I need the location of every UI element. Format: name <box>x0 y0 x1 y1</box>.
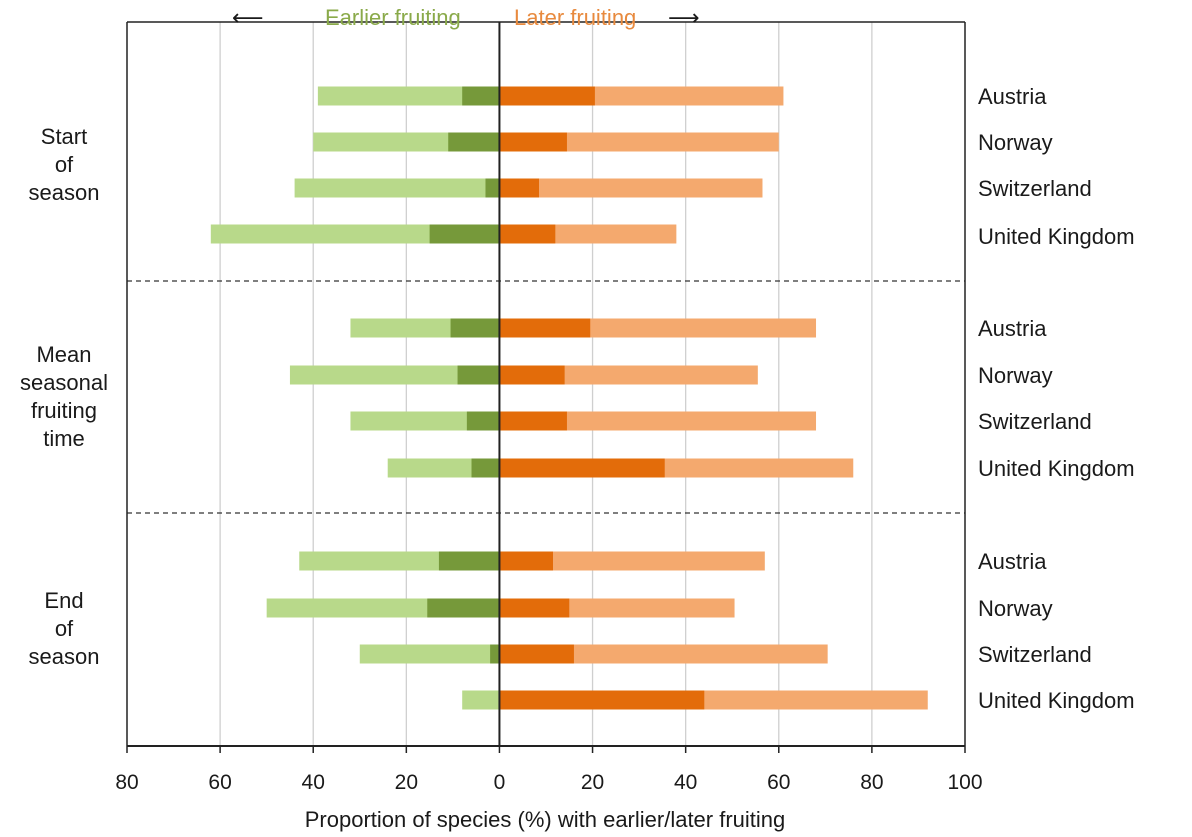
right-arrow-icon: ⟶ <box>668 5 700 30</box>
country-label: Switzerland <box>978 176 1092 201</box>
bar-later-significant <box>499 132 567 152</box>
bar-later-significant <box>499 411 567 431</box>
bar-later-significant <box>499 644 574 664</box>
bar-earlier-total <box>350 411 500 431</box>
bar-earlier-total <box>359 644 500 664</box>
country-label: Austria <box>978 549 1047 574</box>
x-tick-label: 40 <box>674 771 697 794</box>
bar-earlier-significant <box>485 178 500 198</box>
bar-later-significant <box>499 224 556 244</box>
bar-earlier-significant <box>457 365 500 385</box>
bar-later-total <box>499 132 779 152</box>
bar-later-significant <box>499 318 591 338</box>
country-label: Switzerland <box>978 409 1092 434</box>
left-arrow-icon: ⟵ <box>232 5 264 30</box>
country-label: United Kingdom <box>978 224 1135 249</box>
x-tick-label: 20 <box>581 771 604 794</box>
bar-earlier-significant <box>438 551 500 571</box>
x-tick-label: 20 <box>395 771 418 794</box>
bar-earlier-significant <box>427 598 500 618</box>
country-label: Switzerland <box>978 642 1092 667</box>
country-label: Norway <box>978 363 1053 388</box>
bar-later-total <box>499 551 765 571</box>
country-label: Norway <box>978 130 1053 155</box>
country-label: Austria <box>978 316 1047 341</box>
bar-earlier-total <box>289 365 500 385</box>
x-tick-label: 80 <box>115 771 138 794</box>
bar-later-significant <box>499 551 553 571</box>
bar-later-significant <box>499 458 665 478</box>
bar-later-significant <box>499 178 540 198</box>
bar-earlier-significant <box>466 411 500 431</box>
bar-earlier-significant <box>471 458 500 478</box>
bar-earlier-total <box>317 86 500 106</box>
bar-later-significant <box>499 365 565 385</box>
later-fruiting-label: Later fruiting <box>514 5 637 30</box>
bar-later-total <box>499 178 763 198</box>
bar-earlier-total <box>210 224 500 244</box>
x-tick-label: 80 <box>860 771 883 794</box>
x-tick-label: 100 <box>947 771 982 794</box>
group-label-mean: Mean seasonal fruiting time <box>19 342 109 451</box>
group-label-start: Start of season <box>28 124 100 205</box>
bar-earlier-significant <box>429 224 500 244</box>
x-tick-label: 0 <box>494 771 506 794</box>
x-tick-label: 60 <box>767 771 790 794</box>
earlier-fruiting-label: Earlier fruiting <box>325 5 461 30</box>
bar-earlier-significant <box>450 318 500 338</box>
country-label: United Kingdom <box>978 456 1135 481</box>
bar-earlier-significant <box>448 132 500 152</box>
bar-later-significant <box>499 86 595 106</box>
x-tick-label: 40 <box>302 771 325 794</box>
country-label: Norway <box>978 596 1053 621</box>
x-axis-title: Proportion of species (%) with earlier/l… <box>304 807 786 832</box>
bar-later-significant <box>499 690 705 710</box>
country-label: United Kingdom <box>978 688 1135 713</box>
x-tick-label: 60 <box>208 771 231 794</box>
bar-later-total <box>499 644 828 664</box>
bar-earlier-significant <box>490 644 500 664</box>
bar-later-significant <box>499 598 570 618</box>
country-label: Austria <box>978 84 1047 109</box>
bar-earlier-total <box>294 178 500 198</box>
bar-earlier-total <box>462 690 500 710</box>
bar-earlier-significant <box>462 86 500 106</box>
bar-later-total <box>499 411 817 431</box>
group-label-end: End of season <box>28 588 100 669</box>
